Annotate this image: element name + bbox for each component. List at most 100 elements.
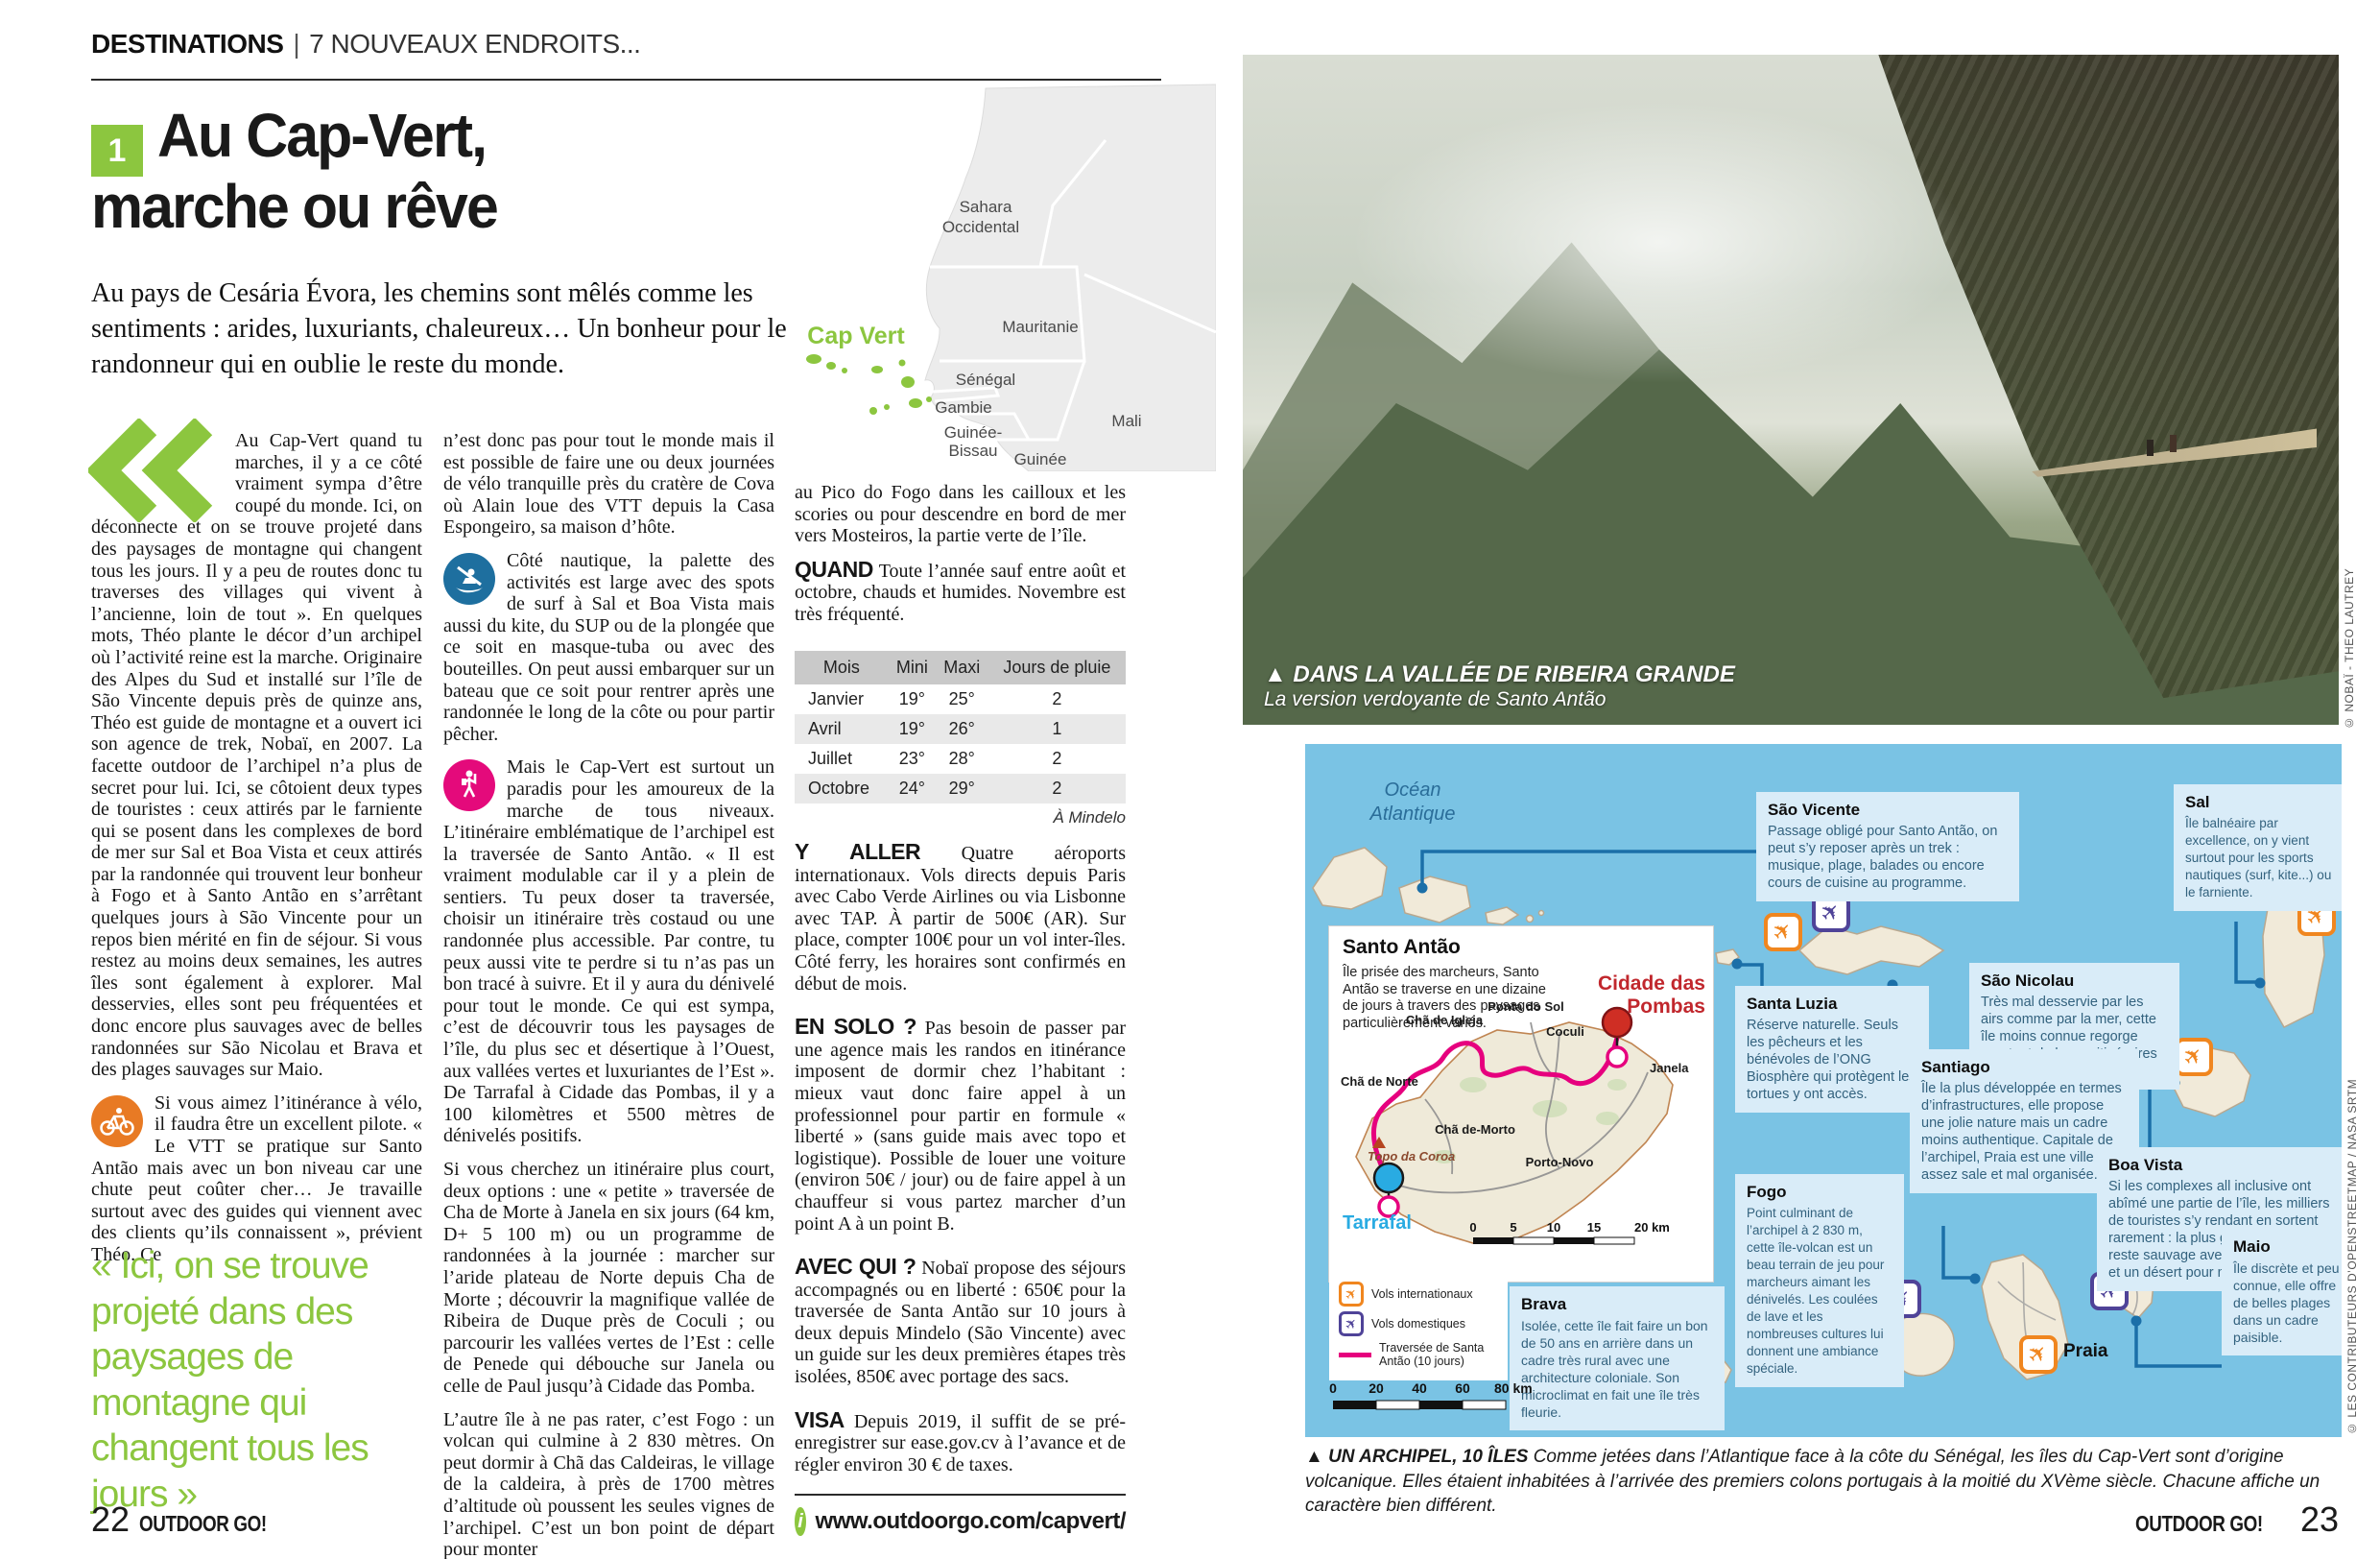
col-header-mois: Mois xyxy=(795,651,889,684)
table-footnote: À Mindelo xyxy=(1053,808,1126,827)
column3-divider xyxy=(795,1494,1126,1496)
photo-hiker-2 xyxy=(2170,435,2178,453)
island-santo-antao xyxy=(1312,847,1388,910)
callout-santa-luzia: Santa Luzia Réserve naturelle. Seuls les… xyxy=(1735,986,1929,1113)
inset-description: Île prisée des marcheurs, Santo Antão se… xyxy=(1343,965,1546,1031)
paragraph: L’autre île à ne pas rater, c’est Fogo :… xyxy=(443,1408,774,1559)
place-janela: Janela xyxy=(1650,1061,1689,1075)
table-row: Juillet 23° 28° 2 xyxy=(808,749,1062,768)
section-visa: VISA Depuis 2019, il suffit de se pré-en… xyxy=(795,1406,1126,1476)
place-cha-de-norte: Chã de Norte xyxy=(1341,1074,1418,1089)
section-avec-qui: AVEC QUI ? Nobaï propose des séjours acc… xyxy=(795,1256,1126,1388)
pull-quote: « Ici, on se trouve projeté dans des pay… xyxy=(91,1245,369,1515)
quote-mark-icon xyxy=(85,417,213,527)
route-line-icon xyxy=(1339,1352,1371,1357)
place-cha-de-igleja: Chã de Igleja xyxy=(1406,1013,1484,1027)
body-column-3b: Y ALLER Quatre aéroports internationaux.… xyxy=(795,841,1126,1487)
place-cha-de-morto: Chã de-Morto xyxy=(1435,1122,1515,1137)
info-icon: i xyxy=(795,1507,806,1536)
place-cidade-das-pombas: Cidade das xyxy=(1598,972,1705,995)
magazine-brand: OUTDOOR GO! xyxy=(139,1511,267,1536)
website-link[interactable]: www.outdoorgo.com/capvert/ xyxy=(815,1508,1127,1534)
country-label-guinee: Guinée xyxy=(1014,450,1067,468)
header-rule xyxy=(91,79,1161,81)
section-quand: QUAND Toute l’année sauf entre août et o… xyxy=(795,558,1126,626)
ocean-label: Océan Atlantique xyxy=(1369,780,1456,825)
intl-airport-icon: ✈ xyxy=(1339,1282,1364,1307)
section-label: DESTINATIONS xyxy=(91,29,284,59)
col-header-maxi: Maxi xyxy=(935,651,988,684)
paragraph-bike: Si vous aimez l’itinérance à vélo, il fa… xyxy=(91,1092,422,1266)
svg-text:Pombas: Pombas xyxy=(1627,995,1705,1018)
connector-sal xyxy=(2234,922,2257,984)
body-column-2: n’est donc pas pour tout le monde mais i… xyxy=(443,430,774,1559)
bike-icon xyxy=(91,1094,143,1147)
callout-title: Fogo xyxy=(1747,1183,1787,1201)
paragraph: au Pico do Fogo dans les cailloux et les… xyxy=(795,482,1126,547)
paragraph-nautical: Côté nautique, la palette des activités … xyxy=(443,550,774,745)
map-legend: ✈ Vols internationaux ✈ Vols domestiques… xyxy=(1329,1269,1508,1380)
connector-santa-luzia xyxy=(1739,963,1764,986)
inset-scale-bar xyxy=(1473,1236,1635,1245)
standfirst: Au pays de Cesária Évora, les chemins so… xyxy=(91,278,787,379)
country-label-mauritanie: Mauritanie xyxy=(1002,318,1078,336)
photo-mist xyxy=(1243,55,2339,725)
body-column-3: au Pico do Fogo dans les cailloux et les… xyxy=(795,482,1126,637)
section-y-aller: Y ALLER Quatre aéroports internationaux.… xyxy=(795,841,1126,995)
map-caption: ▲ UN ARCHIPEL, 10 ÎLES Comme jetées dans… xyxy=(1305,1445,2342,1519)
section-label: Y ALLER xyxy=(795,839,921,864)
callout-fogo: Fogo Point culminant de l’archipel à 2 8… xyxy=(1735,1174,1904,1387)
section-label: AVEC QUI ? xyxy=(795,1254,916,1280)
photo-hiker-1 xyxy=(2147,440,2154,457)
paragraph-text: Si vous aimez l’itinérance à vélo, il fa… xyxy=(91,1091,422,1265)
paragraph-text: Côté nautique, la palette des activités … xyxy=(443,549,774,745)
route-start-ring xyxy=(1377,1195,1400,1218)
photo-caption: ▲ DANS LA VALLÉE DE RIBEIRA GRANDE La ve… xyxy=(1264,661,1735,711)
paragraph-hiking: Mais le Cap-Vert est surtout un paradis … xyxy=(443,756,774,1147)
africa-locator-map: Cap Vert Sahara Occidental Mauritanie Sé… xyxy=(806,84,1216,471)
callout-maio: Maio Île discrète et peu connue, elle of… xyxy=(2222,1229,2342,1355)
callout-title: São Vicente xyxy=(1768,801,1861,819)
place-tarrafal: Tarrafal xyxy=(1343,1212,1412,1234)
svg-text:80 km: 80 km xyxy=(1494,1380,1533,1396)
callout-title: Brava xyxy=(1521,1295,1567,1313)
place-coculi: Coculi xyxy=(1546,1024,1584,1039)
place-topo-da-coroa: Topo da Coroa xyxy=(1368,1149,1455,1163)
footer-right: OUTDOOR GO! 23 xyxy=(2135,1499,2339,1540)
page-title: Au Cap-Vert, xyxy=(157,101,488,170)
tarrafal-pin-icon xyxy=(1372,1162,1405,1194)
callout-title: Santa Luzia xyxy=(1747,995,1838,1013)
col-header-pluie: Jours de pluie xyxy=(988,651,1126,684)
section-text: Pas besoin de passer par une agence mais… xyxy=(795,1018,1126,1235)
section-label: VISA xyxy=(795,1406,845,1432)
section-kicker: DESTINATIONS | 7 NOUVEAUX ENDROITS... xyxy=(91,29,641,60)
map-caption-title: ▲ UN ARCHIPEL, 10 ÎLES xyxy=(1305,1447,1529,1467)
svg-text:0: 0 xyxy=(1329,1380,1337,1396)
country-label-sahara: Sahara xyxy=(960,198,1012,216)
hiker-icon xyxy=(443,759,495,812)
kicker-topic: 7 NOUVEAUX ENDROITS... xyxy=(309,29,641,59)
intl-airport-icon-sao-vicente: ✈ xyxy=(1764,913,1802,951)
map-caption-text: Comme jetées dans l’Atlantique face à la… xyxy=(1305,1447,2320,1517)
photo-credit: © NOBAÏ - THEO LAUTREY xyxy=(2343,567,2356,730)
svg-text:20: 20 xyxy=(1368,1380,1384,1396)
paragraph: n’est donc pas pour tout le monde mais i… xyxy=(443,430,774,539)
callout-title: Santiago xyxy=(1921,1058,1990,1076)
photo-caption-title: ▲ DANS LA VALLÉE DE RIBEIRA GRANDE xyxy=(1264,661,1735,687)
page-number-right: 23 xyxy=(2299,1499,2339,1539)
website-row: i www.outdoorgo.com/capvert/ xyxy=(795,1507,1127,1536)
quote-spacer xyxy=(91,430,235,495)
section-text: Quatre aéroports internationaux. Vols di… xyxy=(795,843,1126,995)
article-number-badge: 1 xyxy=(91,125,143,177)
island-sao-vicente xyxy=(1398,875,1471,923)
legend-label: Vols domestiques xyxy=(1371,1317,1465,1331)
legend-row: ✈ Vols internationaux xyxy=(1339,1282,1498,1307)
photo-caption-sub: La version verdoyante de Santo Antão xyxy=(1264,688,1606,710)
domestic-airport-icon: ✈ xyxy=(1339,1311,1364,1336)
callout-text: Point culminant de l’archipel à 2 830 m,… xyxy=(1747,1206,1885,1376)
section-label: EN SOLO ? xyxy=(795,1014,916,1040)
page-title-line2: marche ou rêve xyxy=(91,172,499,241)
page-number-left: 22 xyxy=(91,1499,131,1539)
section-text: Nobaï propose des séjours accompagnés ou… xyxy=(795,1258,1126,1388)
table-row: Janvier 19° 25° 2 xyxy=(808,689,1062,708)
